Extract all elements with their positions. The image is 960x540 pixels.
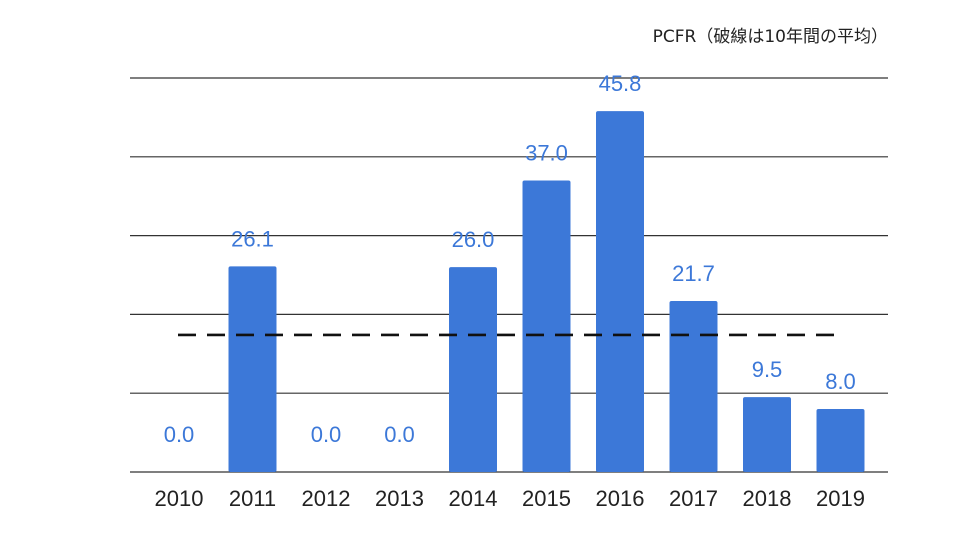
bar-2018 (743, 397, 791, 472)
bars (228, 111, 865, 472)
data-label-2014: 26.0 (452, 227, 495, 252)
x-tick-2012: 2012 (302, 486, 351, 511)
x-tick-labels: 2010 2011 2012 2013 2014 2015 2016 2017 2018 2019 (155, 486, 865, 511)
x-tick-2017: 2017 (669, 486, 718, 511)
data-labels: 0.0 26.1 0.0 0.0 26.0 37.0 45.8 21.7 9.5 8.0 (164, 71, 856, 447)
bar-2011 (228, 266, 277, 472)
x-tick-2013: 2013 (375, 486, 424, 511)
x-tick-2018: 2018 (743, 486, 792, 511)
data-label-2010: 0.0 (164, 422, 195, 447)
bar-2015 (522, 180, 571, 472)
x-tick-2019: 2019 (816, 486, 865, 511)
x-tick-2010: 2010 (155, 486, 204, 511)
data-label-2015: 37.0 (525, 140, 568, 165)
bar-2014 (449, 267, 497, 472)
data-label-2019: 8.0 (825, 369, 856, 394)
data-label-2016: 45.8 (599, 71, 642, 96)
data-label-2011: 26.1 (231, 226, 274, 251)
x-tick-2011: 2011 (229, 486, 276, 511)
x-tick-2016: 2016 (596, 486, 645, 511)
bar-2017 (669, 301, 718, 472)
data-label-2013: 0.0 (384, 422, 415, 447)
bar-2019 (816, 408, 865, 472)
data-label-2017: 21.7 (672, 261, 715, 286)
x-tick-2014: 2014 (449, 486, 498, 511)
chart-title: PCFR（破線は10年間の平均） (653, 27, 888, 47)
data-label-2018: 9.5 (752, 357, 783, 382)
x-tick-2015: 2015 (522, 486, 571, 511)
bar-2016 (596, 111, 644, 472)
data-label-2012: 0.0 (311, 422, 342, 447)
